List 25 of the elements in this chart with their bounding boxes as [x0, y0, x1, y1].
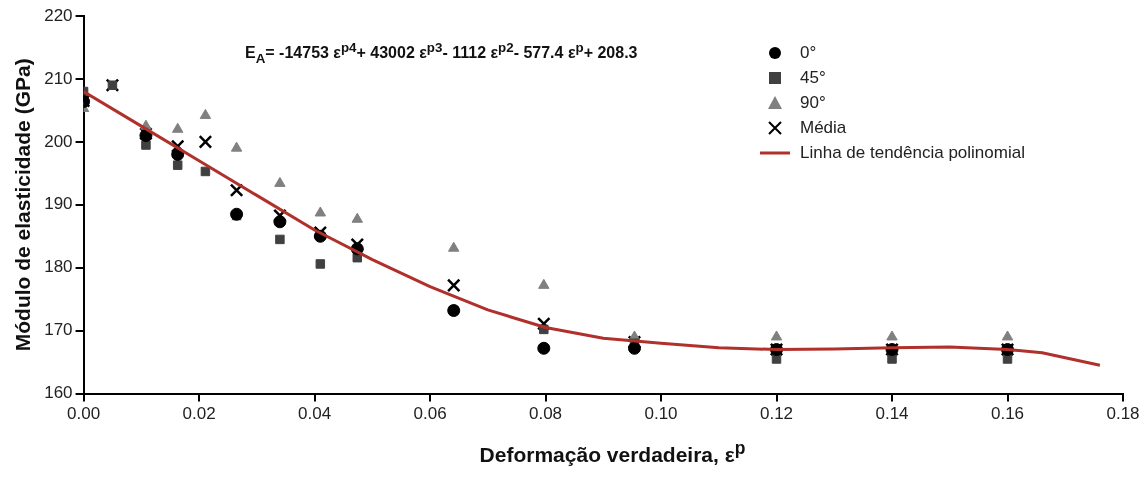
legend-label: Média: [800, 117, 847, 139]
x-tick-label: 0.12: [759, 404, 794, 424]
y-tick-label: 160: [44, 383, 73, 403]
x-tick-label: 0.14: [875, 404, 909, 424]
legend-label: 90°: [800, 92, 826, 114]
x-tick-label: 0.18: [1106, 404, 1140, 424]
x-tick-label: 0.04: [298, 404, 332, 424]
legend-label: 0°: [800, 42, 817, 64]
x-tick-label: 0.00: [67, 404, 101, 424]
y-tick-label: 210: [44, 68, 73, 88]
x-tick-label: 0.02: [182, 404, 216, 424]
y-tick-label: 170: [44, 320, 73, 340]
x-tick-label: 0.06: [413, 404, 447, 424]
text: E$_{A}$= -14753 ε$^{p4}$+ 43002 ε$^{p3}$- 1112 ε$^{p2}$- 577.4 ε$^{p}$+ 208.3: [245, 40, 638, 66]
x-tick-label: 0.08: [528, 404, 563, 424]
x-axis-title: Deformação verdadeira, ε$^{p}$: [478, 438, 747, 467]
y-tick-label: 220: [44, 5, 73, 25]
x-tick-label: 0.10: [644, 404, 678, 424]
legend-label: 45°: [800, 67, 826, 89]
x-tick-label: 0.16: [990, 404, 1025, 424]
y-axis-title: Módulo de elasticidade (GPa): [11, 58, 35, 352]
y-tick-label: 190: [44, 194, 73, 214]
y-tick-label: 180: [44, 257, 73, 277]
legend-label: Linha de tendência polinomial: [800, 142, 1025, 164]
y-tick-label: 200: [44, 131, 73, 151]
